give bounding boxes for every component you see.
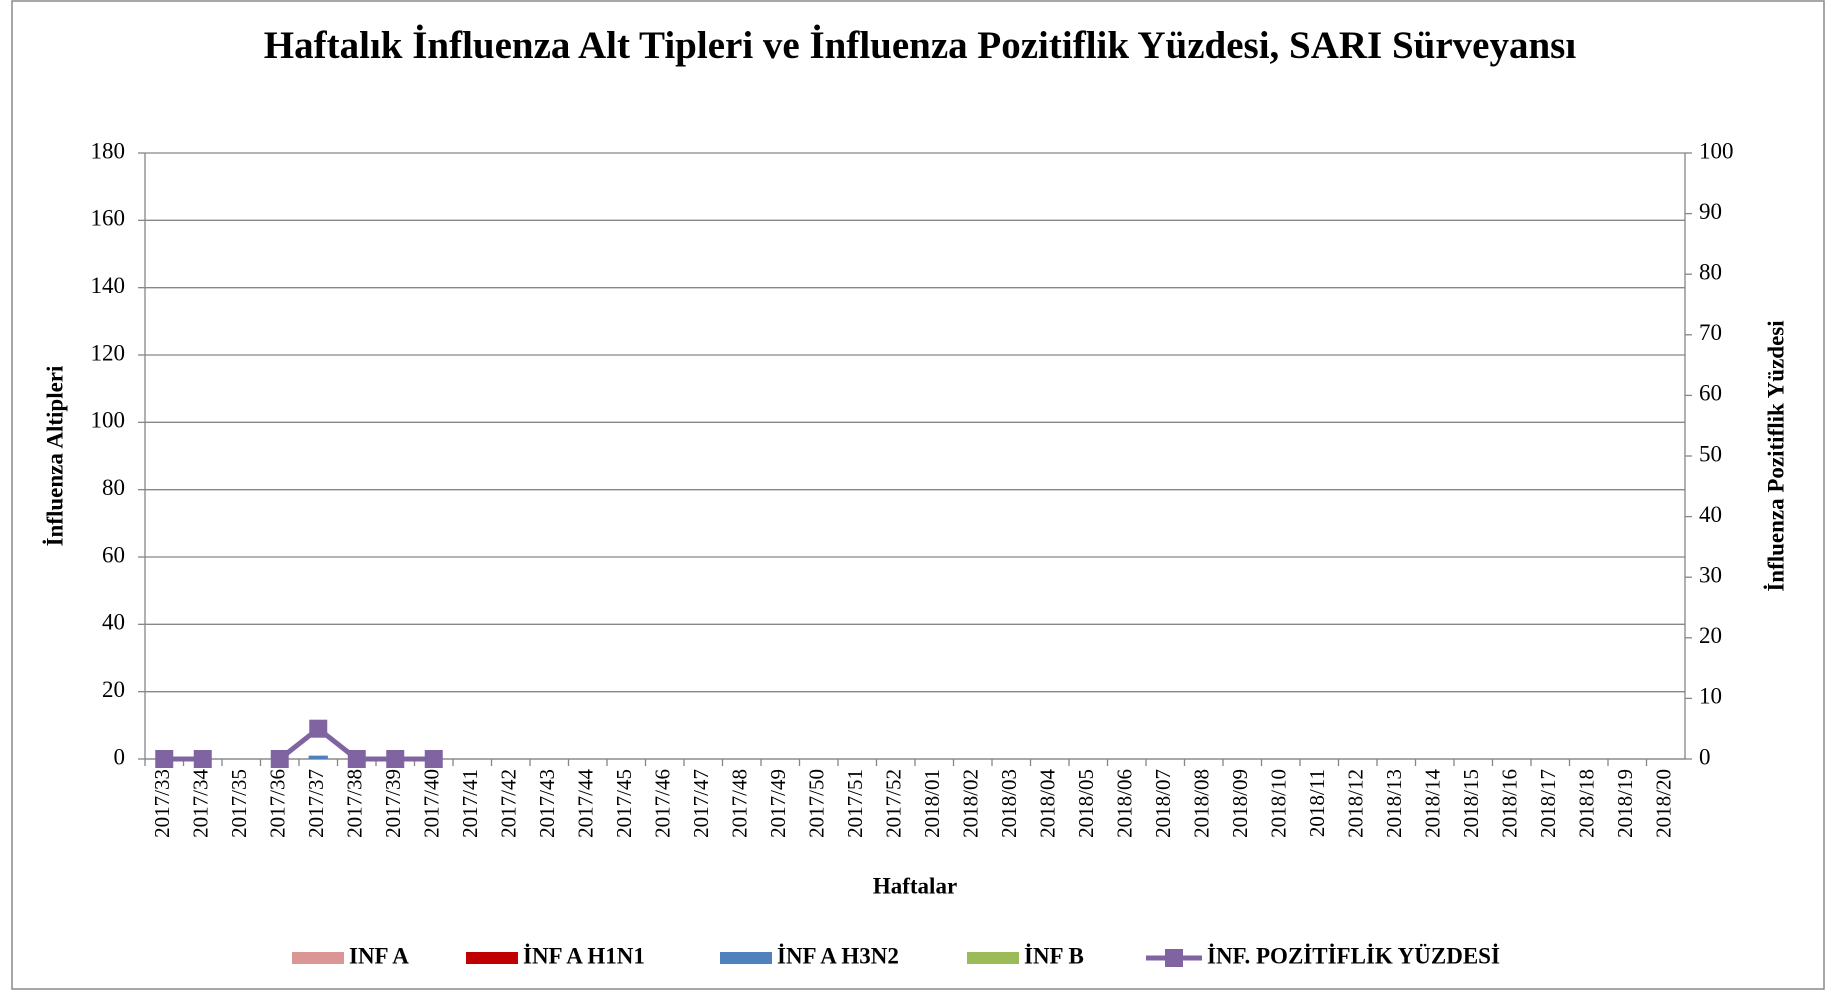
x-tick-label: 2017/33 [150, 769, 174, 838]
x-tick-label: 2018/12 [1344, 769, 1368, 838]
y-tick-label: 100 [91, 408, 126, 433]
y-tick-label: 0 [114, 744, 126, 769]
line-marker [424, 750, 443, 768]
x-tick-label: 2018/15 [1459, 769, 1483, 838]
x-tick-label: 2018/18 [1575, 769, 1599, 838]
x-tick-label: 2017/40 [420, 769, 444, 838]
x-tick-label: 2018/16 [1498, 769, 1522, 838]
x-tick-label: 2017/51 [843, 769, 867, 838]
y-tick-label: 120 [91, 340, 126, 365]
y2-tick-label: 10 [1699, 684, 1722, 709]
legend-label: İNF A H1N1 [523, 943, 645, 968]
x-tick-label: 2017/44 [574, 769, 598, 838]
x-tick-label: 2017/45 [612, 769, 636, 838]
y2-tick-label: 90 [1699, 199, 1722, 224]
y2-tick-label: 70 [1699, 320, 1722, 345]
x-tick-label: 2018/08 [1190, 769, 1214, 838]
legend-label: İNF A H3N2 [777, 943, 899, 968]
y2-tick-label: 20 [1699, 623, 1722, 648]
legend-marker [1165, 949, 1183, 967]
x-tick-label: 2018/04 [1036, 769, 1060, 838]
line-marker [386, 750, 405, 768]
x-tick-label: 2017/47 [689, 769, 713, 838]
x-tick-label: 2018/02 [959, 769, 983, 838]
legend-swatch [292, 952, 344, 964]
x-tick-label: 2018/13 [1382, 769, 1406, 838]
x-axis-title: Haftalar [873, 873, 957, 898]
line-marker [347, 750, 366, 768]
y-tick-label: 140 [91, 273, 126, 298]
x-tick-label: 2017/37 [304, 769, 328, 838]
x-tick-label: 2018/09 [1228, 769, 1252, 838]
x-tick-label: 2018/11 [1305, 769, 1329, 837]
x-tick-label: 2017/35 [227, 769, 251, 838]
y-tick-label: 180 [91, 138, 126, 163]
legend-label: İNF B [1024, 943, 1084, 968]
legend-swatch [720, 952, 772, 964]
bar [308, 755, 328, 759]
y2-axis-title: İnfluenza Pozitiflik Yüzdesi [1763, 320, 1788, 592]
line-marker [270, 750, 289, 768]
frame [11, 0, 1825, 990]
x-tick-label: 2018/20 [1652, 769, 1676, 838]
x-tick-label: 2018/06 [1113, 769, 1137, 838]
y-axis-title: İnfluenza Altipleri [42, 365, 67, 546]
y-tick-label: 20 [102, 677, 125, 702]
x-tick-label: 2018/10 [1267, 769, 1291, 838]
line-marker [193, 750, 212, 768]
y2-tick-label: 80 [1699, 259, 1722, 284]
x-tick-label: 2018/19 [1613, 769, 1637, 838]
x-tick-label: 2018/03 [997, 769, 1021, 838]
x-tick-label: 2018/07 [1151, 769, 1175, 838]
y2-tick-label: 30 [1699, 562, 1722, 587]
y-tick-label: 40 [102, 610, 125, 635]
legend-swatch [466, 952, 518, 964]
y2-tick-label: 0 [1699, 744, 1711, 769]
legend-label: İNF. POZİTİFLİK YÜZDESİ [1207, 943, 1500, 968]
chart-title: Haftalık İnfluenza Alt Tipleri ve İnflue… [263, 24, 1577, 67]
x-tick-label: 2017/42 [497, 769, 521, 838]
y2-tick-label: 50 [1699, 441, 1722, 466]
y-tick-label: 60 [102, 542, 125, 567]
y2-tick-label: 100 [1699, 138, 1734, 163]
legend-swatch [967, 952, 1019, 964]
x-tick-label: 2018/05 [1074, 769, 1098, 838]
x-tick-label: 2018/14 [1421, 769, 1445, 838]
x-tick-label: 2017/50 [805, 769, 829, 838]
x-tick-label: 2018/01 [920, 769, 944, 838]
x-tick-label: 2017/36 [266, 769, 290, 838]
x-tick-label: 2017/52 [882, 769, 906, 838]
y-tick-label: 80 [102, 475, 125, 500]
x-tick-label: 2017/43 [535, 769, 559, 838]
x-tick-label: 2017/46 [651, 769, 675, 838]
line-marker [155, 750, 174, 768]
x-tick-label: 2017/41 [458, 769, 482, 838]
y2-tick-label: 60 [1699, 381, 1722, 406]
x-tick-label: 2017/38 [343, 769, 367, 838]
x-tick-label: 2018/17 [1536, 769, 1560, 838]
x-tick-label: 2017/34 [189, 769, 213, 838]
line-marker [309, 719, 328, 738]
y-tick-label: 160 [91, 206, 126, 231]
legend-label: INF A [349, 943, 409, 968]
x-tick-label: 2017/39 [381, 769, 405, 838]
x-tick-label: 2017/48 [728, 769, 752, 838]
x-tick-label: 2017/49 [766, 769, 790, 838]
y2-tick-label: 40 [1699, 502, 1722, 527]
